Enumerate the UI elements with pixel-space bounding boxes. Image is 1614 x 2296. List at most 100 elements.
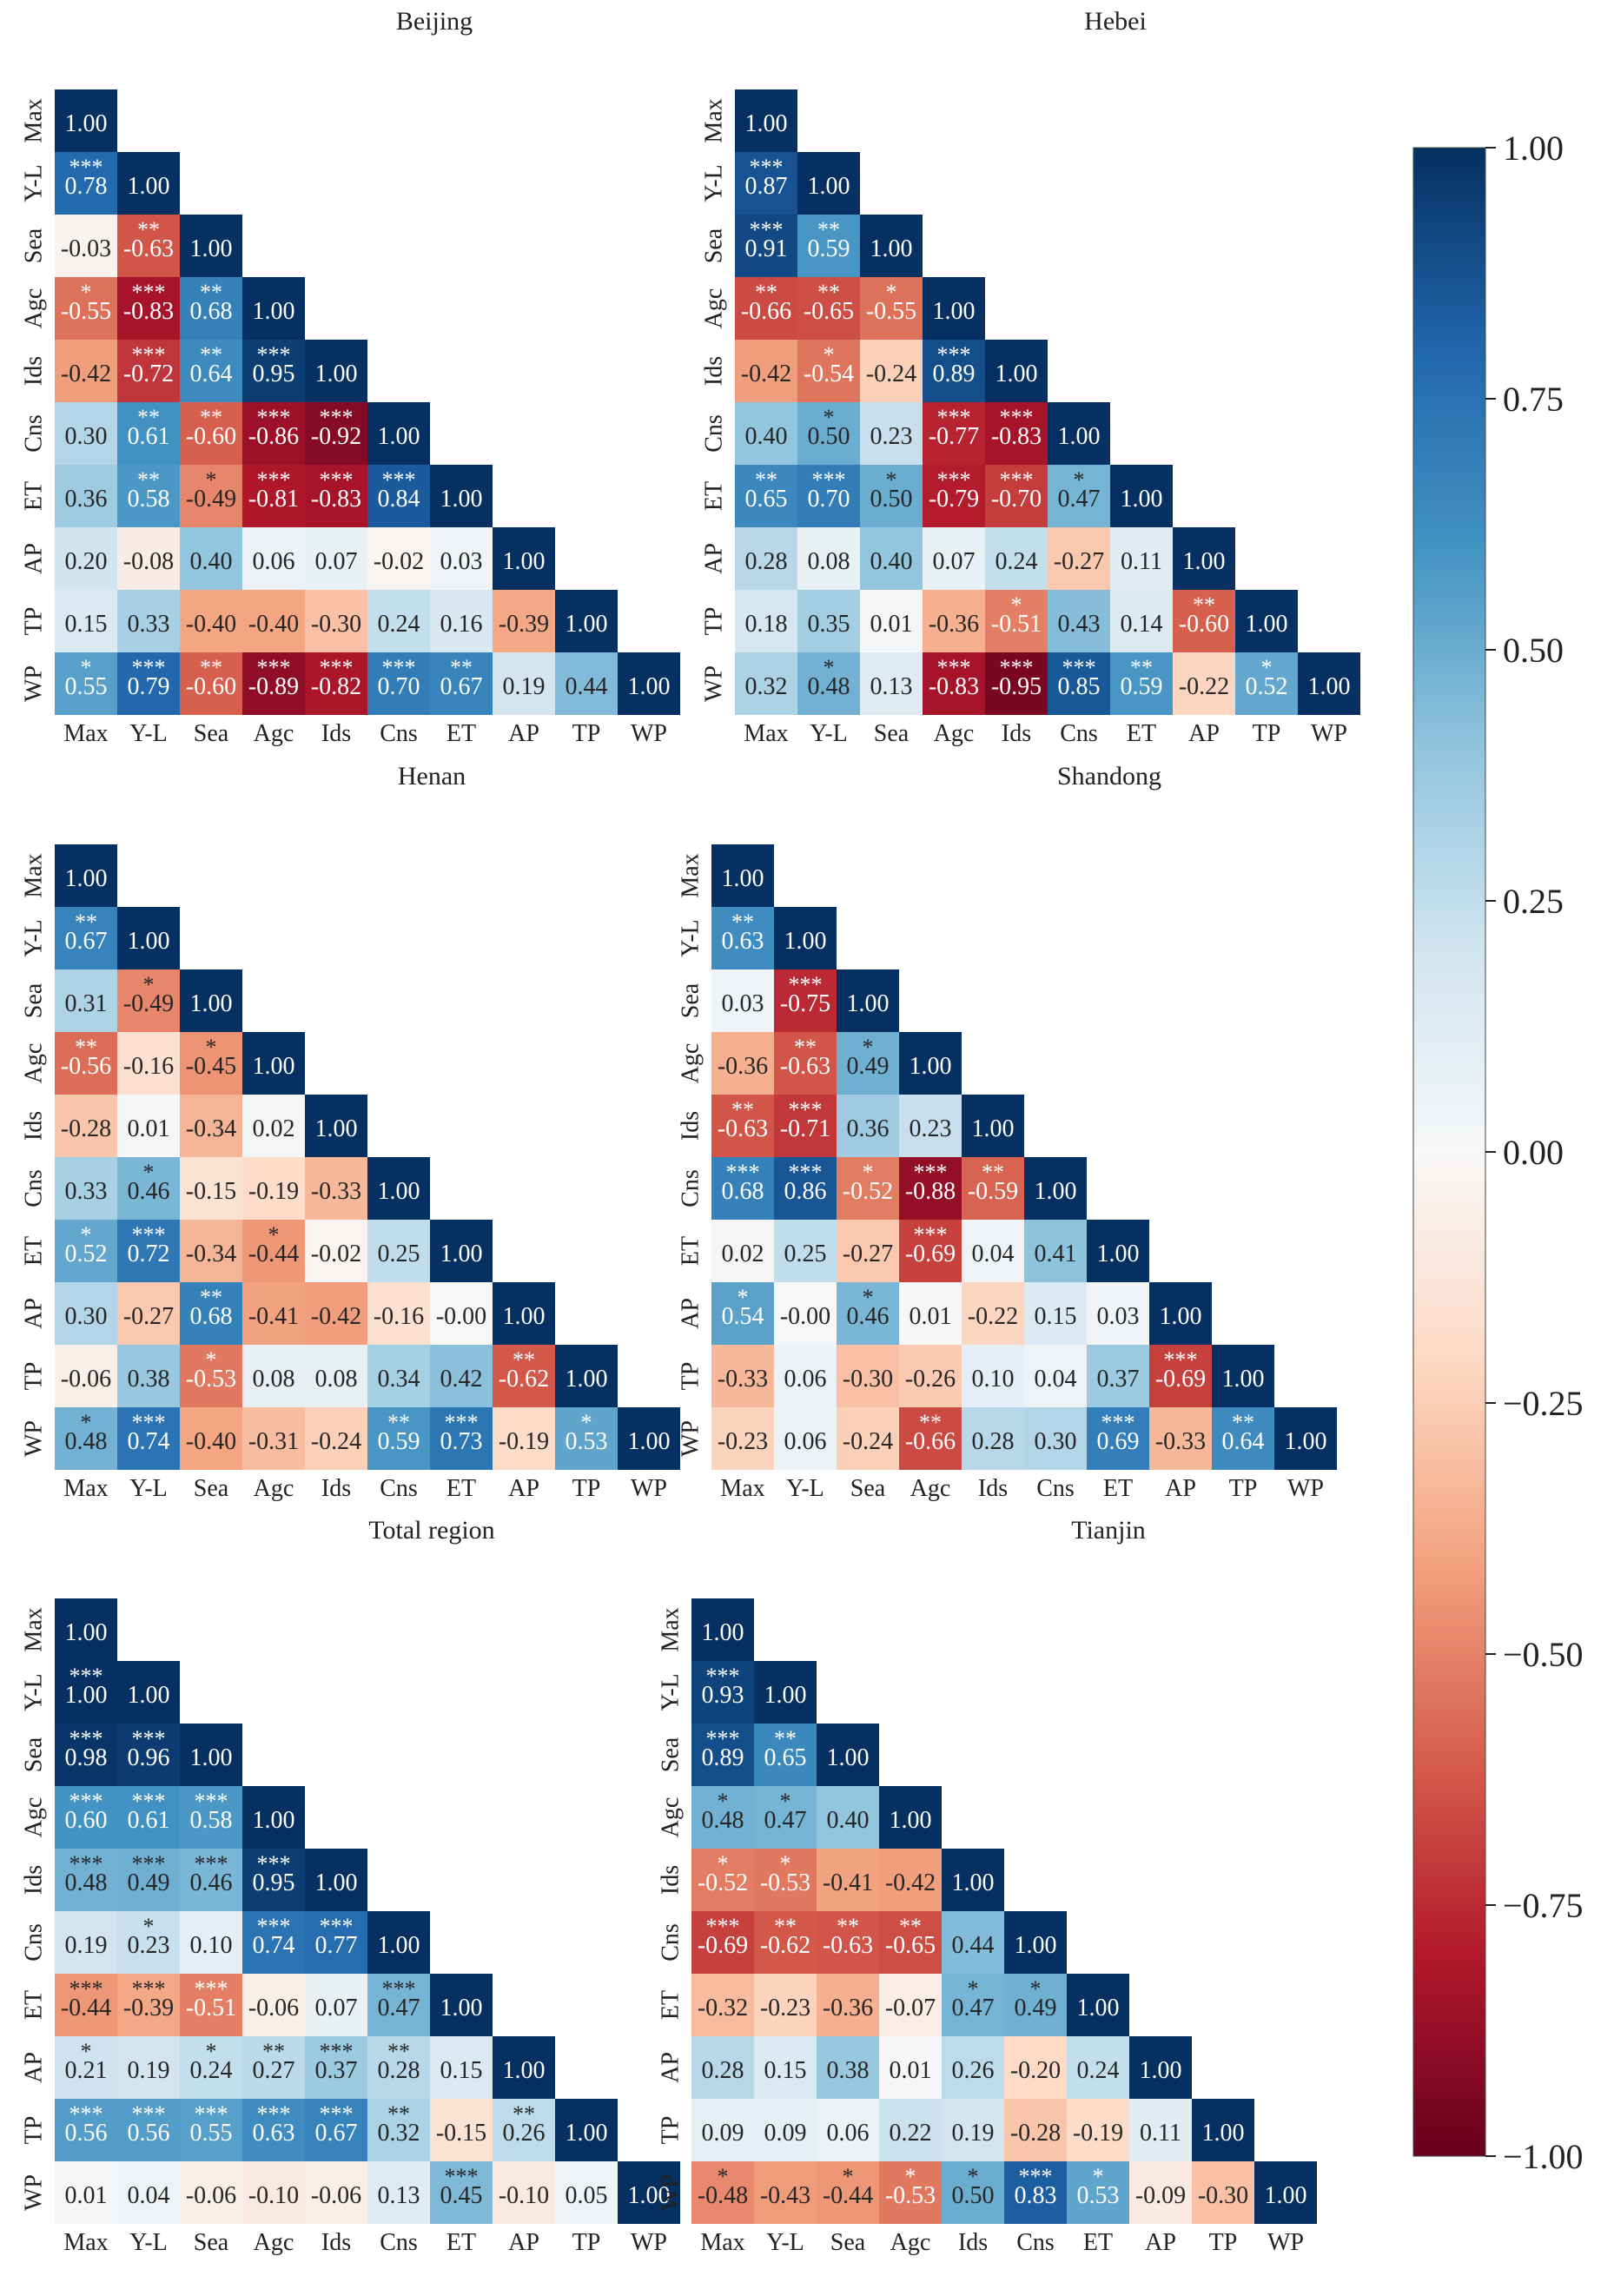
heatmap-cell: 0.26 — [942, 2036, 1004, 2099]
cell-color — [305, 527, 367, 590]
cell-value: 0.54 — [722, 1303, 764, 1330]
heatmap-cell: 0.56*** — [117, 2099, 180, 2161]
cell-significance: * — [824, 655, 835, 680]
heatmap-cell: 0.15 — [55, 590, 117, 652]
heatmap-cell: -0.10 — [242, 2161, 305, 2224]
cell-value: 1.00 — [253, 298, 295, 325]
y-tick-label: TP — [657, 2116, 684, 2145]
y-tick-label: Sea — [20, 983, 47, 1018]
cell-value: -0.36 — [718, 1053, 768, 1080]
heatmap-cell: 0.25 — [774, 1220, 837, 1282]
cell-color — [55, 1157, 117, 1220]
heatmap-cell: -0.15 — [180, 1157, 242, 1220]
cell-color — [691, 1849, 754, 1911]
cell-color — [735, 215, 797, 277]
cell-significance: *** — [132, 280, 166, 305]
cell-color — [774, 1282, 837, 1345]
heatmap-cell: 0.25 — [367, 1220, 430, 1282]
cell-value: 0.36 — [847, 1115, 890, 1142]
heatmap-cell: -0.03 — [55, 215, 117, 277]
heatmap-cell: 1.00 — [1298, 652, 1360, 715]
cell-significance: *** — [445, 2164, 479, 2189]
cell-color — [817, 2036, 879, 2099]
heatmap-cell: 0.86*** — [774, 1157, 837, 1220]
cell-color — [117, 2099, 180, 2161]
cell-color — [117, 1661, 180, 1724]
cell-value: 0.23 — [910, 1115, 952, 1142]
heatmap-cell: 1.00 — [1067, 1974, 1129, 2036]
cell-value: 1.00 — [1097, 1241, 1140, 1267]
cell-significance: *** — [69, 1976, 103, 2002]
x-tick-label: ET — [446, 1475, 476, 1502]
cell-value: 0.46 — [190, 1869, 233, 1896]
cell-color — [242, 1220, 305, 1282]
cell-value: 0.58 — [190, 1807, 233, 1834]
cell-significance: * — [81, 280, 92, 305]
x-tick-label: Max — [744, 720, 788, 747]
heatmap-cell: 0.20 — [55, 527, 117, 590]
colorbar-ticks: 1.00 0.75 0.50 0.25 0.00 −0.25 −0.50 −0.75 −1.00 — [1485, 129, 1584, 2176]
cell-value: 0.28 — [702, 2057, 744, 2084]
heatmap-cell: -0.44* — [242, 1220, 305, 1282]
heatmap-cell: 1.00 — [1004, 1911, 1067, 1974]
cell-value: 0.34 — [378, 1366, 420, 1393]
heatmap-cell: 1.00 — [1274, 1407, 1337, 1470]
cell-color — [180, 402, 242, 465]
heatmap-cell: -0.19 — [242, 1157, 305, 1220]
cell-value: -0.42 — [741, 361, 791, 387]
cell-value: -0.24 — [311, 1428, 361, 1455]
cell-value: -0.53 — [885, 2182, 936, 2209]
colorbar-tick: 0.25 — [1485, 882, 1564, 921]
heatmap-cell: -0.09 — [1129, 2161, 1192, 2224]
cell-color — [367, 2161, 430, 2224]
cell-value: 0.42 — [440, 1366, 483, 1393]
cell-value: -0.32 — [698, 1995, 748, 2021]
cell-significance: ** — [200, 342, 222, 367]
heatmap-cell: 0.77*** — [305, 1911, 367, 1974]
cell-significance: ** — [1193, 592, 1215, 618]
heatmap-cell: 0.73*** — [430, 1407, 493, 1470]
cell-color — [837, 1220, 899, 1282]
x-tick-label: Cns — [1036, 1475, 1075, 1502]
y-tick-label: Max — [20, 853, 47, 897]
cell-color — [180, 1157, 242, 1220]
cell-color — [242, 1095, 305, 1157]
colorbar-tick: −0.75 — [1485, 1886, 1584, 1925]
cell-color — [1067, 1974, 1129, 2036]
cell-value: -0.53 — [186, 1366, 236, 1393]
y-tick-label: Agc — [657, 1797, 684, 1838]
heatmap-cell: -0.40 — [242, 590, 305, 652]
cell-value: 0.68 — [190, 1303, 233, 1330]
heatmap-cell: -0.51*** — [180, 1974, 242, 2036]
cell-color — [180, 215, 242, 277]
cell-color — [367, 1282, 430, 1345]
cell-value: -0.49 — [186, 486, 236, 513]
cell-color — [117, 652, 180, 715]
cell-value: 0.19 — [503, 673, 546, 700]
cell-color — [837, 1407, 899, 1470]
heatmap-cell: 0.56*** — [55, 2099, 117, 2161]
cell-value: -0.63 — [823, 1932, 873, 1959]
heatmap-cell: 0.23* — [117, 1911, 180, 1974]
heatmap-cell: 0.63** — [711, 907, 774, 969]
cell-significance: *** — [132, 1222, 166, 1247]
colorbar-tick-label: 0.00 — [1503, 1133, 1564, 1172]
heatmap-cell: 0.46*** — [180, 1849, 242, 1911]
heatmap-cell: -0.06 — [180, 2161, 242, 2224]
cell-color — [242, 1911, 305, 1974]
cell-value: -0.06 — [248, 1995, 299, 2021]
cell-color — [180, 340, 242, 402]
cell-value: 1.00 — [378, 1178, 420, 1205]
cell-significance: *** — [132, 1726, 166, 1751]
heatmap-cell: 1.00 — [1048, 402, 1110, 465]
cell-significance: *** — [445, 1410, 479, 1435]
cell-value: 0.14 — [1121, 611, 1163, 638]
cell-value: 0.52 — [65, 1241, 108, 1267]
x-tick-label: AP — [1188, 720, 1220, 747]
heatmap-cell: 1.00 — [837, 969, 899, 1032]
heatmap-cell: 0.58*** — [180, 1786, 242, 1849]
cell-value: 0.30 — [1035, 1428, 1077, 1455]
cell-value: -0.69 — [698, 1932, 748, 1959]
cell-significance: * — [863, 1160, 874, 1185]
cell-value: -0.70 — [991, 486, 1042, 513]
